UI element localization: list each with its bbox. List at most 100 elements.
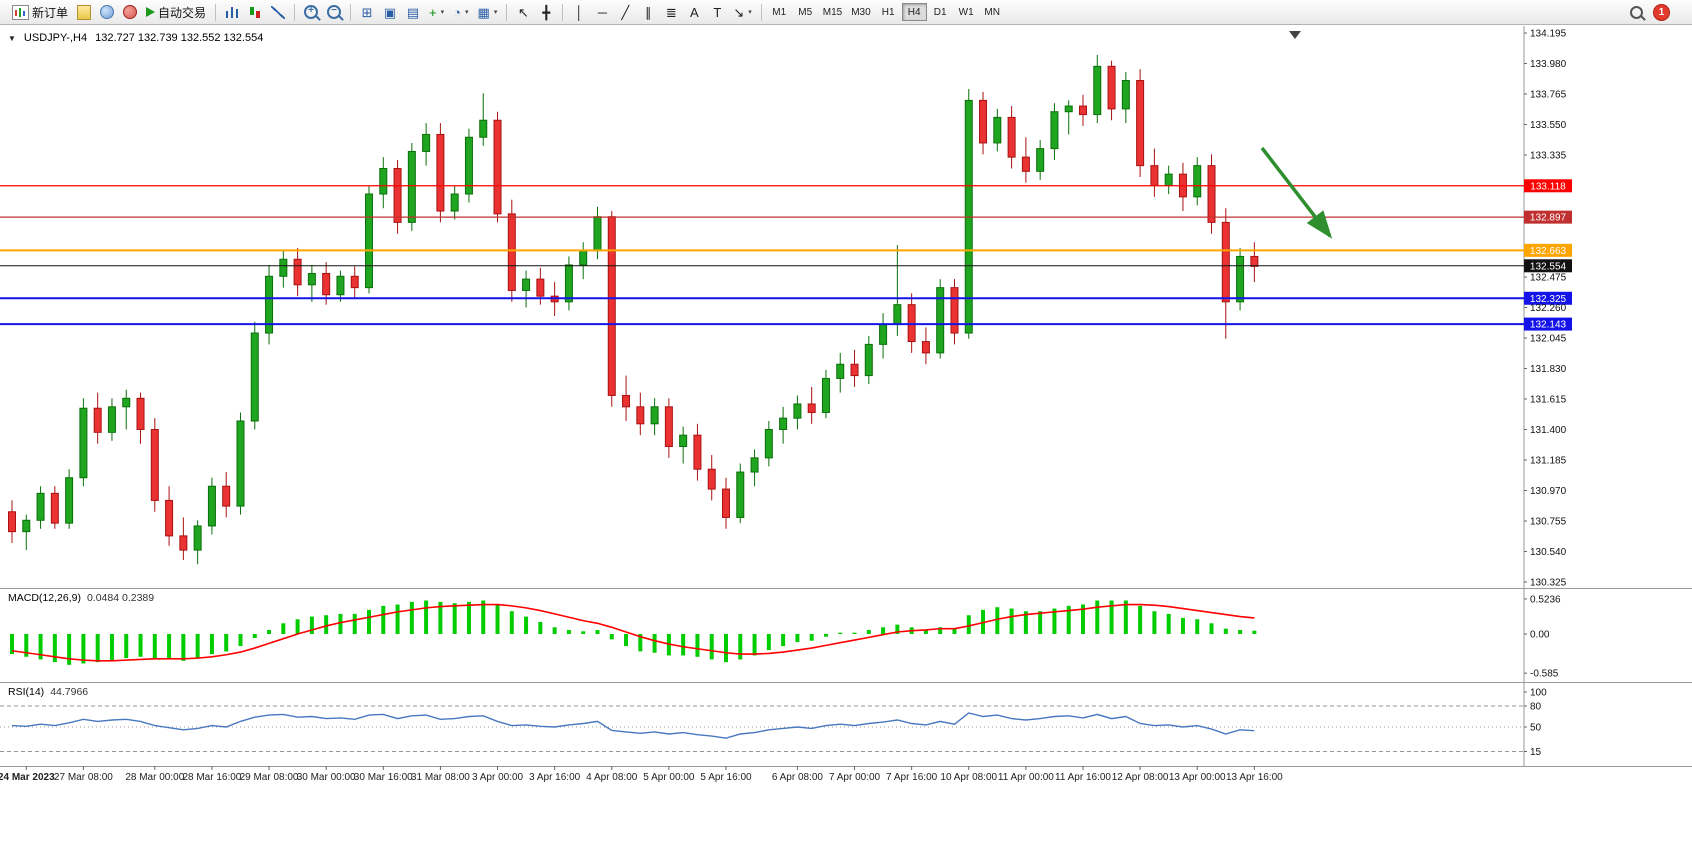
trendline-icon: ╱ xyxy=(621,4,630,20)
zoom-in-icon xyxy=(304,5,319,19)
vertical-line-icon: │ xyxy=(575,4,584,20)
channel-icon: ∥ xyxy=(645,4,652,20)
chart-ohlc-values: 132.727 132.739 132.552 132.554 xyxy=(95,32,264,44)
timeframe-w1-button[interactable]: W1 xyxy=(954,3,979,21)
price-badge xyxy=(1524,291,1572,305)
svg-text:131.830: 131.830 xyxy=(1530,364,1567,375)
chart-symbol-period: USDJPY-,H4 xyxy=(23,32,88,44)
toolbar-separator xyxy=(760,3,762,21)
arrow-tools-button[interactable]: ↘ ▾ xyxy=(729,2,755,23)
svg-text:131.185: 131.185 xyxy=(1530,456,1567,467)
text-label-icon: T xyxy=(713,4,722,20)
templates-button[interactable]: ▦ ▾ xyxy=(474,2,502,23)
timeframe-m5-button[interactable]: M5 xyxy=(793,3,818,21)
periods-button[interactable]: ◔ ▾ xyxy=(449,2,472,23)
dropdown-caret-icon: ▾ xyxy=(465,9,469,16)
toolbar-separator xyxy=(506,3,508,21)
cursor-button[interactable]: ↖ xyxy=(512,2,534,23)
rsi-name: RSI(14) xyxy=(8,686,45,698)
candlestick-chart-button[interactable] xyxy=(244,2,266,23)
svg-text:133.118: 133.118 xyxy=(1530,181,1566,192)
auto-trading-button[interactable]: 自动交易 xyxy=(142,2,210,23)
templates-icon: ▦ xyxy=(477,4,490,20)
line-chart-button[interactable] xyxy=(267,2,289,23)
price-badge xyxy=(1524,179,1572,193)
fibonacci-icon: ≣ xyxy=(665,4,677,20)
arrow-tools-icon: ↘ xyxy=(733,4,745,20)
cascade-windows-button[interactable]: ▣ xyxy=(379,2,401,23)
svg-text:100: 100 xyxy=(1530,688,1547,699)
rsi-indicator-label: RSI(14) 44.7966 xyxy=(8,686,88,698)
svg-text:133.765: 133.765 xyxy=(1530,90,1567,101)
dropdown-caret-icon: ▾ xyxy=(493,9,498,16)
svg-text:132.260: 132.260 xyxy=(1530,303,1567,314)
zoom-out-button[interactable] xyxy=(323,2,345,23)
new-order-button[interactable]: 新订单 xyxy=(8,2,72,23)
horizontal-line-button[interactable]: ─ xyxy=(591,2,613,23)
trendline-button[interactable]: ╱ xyxy=(614,2,636,23)
community-button[interactable] xyxy=(119,2,141,23)
timeframe-h1-button[interactable]: H1 xyxy=(876,3,901,21)
svg-text:11 Apr 16:00: 11 Apr 16:00 xyxy=(1055,772,1111,783)
symbol-dropdown-icon[interactable]: ▼ xyxy=(8,33,16,43)
text-label-button[interactable]: T xyxy=(706,2,728,23)
svg-text:131.615: 131.615 xyxy=(1530,395,1567,406)
timeframe-m15-button[interactable]: M15 xyxy=(819,3,846,21)
text-button[interactable]: A xyxy=(683,2,705,23)
timeframe-m30-button[interactable]: M30 xyxy=(847,3,874,21)
macd-name: MACD(12,26,9) xyxy=(8,592,81,604)
price-badge xyxy=(1524,317,1572,331)
rsi-line xyxy=(11,712,1255,739)
timeframe-h4-button[interactable]: H4 xyxy=(901,3,927,21)
svg-text:5 Apr 00:00: 5 Apr 00:00 xyxy=(643,772,695,783)
crosshair-icon: ╋ xyxy=(542,4,551,20)
periods-icon: ◔ xyxy=(453,4,461,20)
timeframe-mn-button[interactable]: MN xyxy=(980,3,1005,21)
channel-button[interactable]: ∥ xyxy=(637,2,659,23)
timeframe-m1-button[interactable]: M1 xyxy=(767,3,792,21)
arrange-windows-button[interactable]: ▤ xyxy=(402,2,424,23)
search-icon xyxy=(1629,5,1643,19)
macd-panel: 0.5236 0.00 -0.585 xyxy=(10,594,1561,680)
bar-chart-button[interactable] xyxy=(221,2,243,23)
price-badge xyxy=(1524,210,1572,224)
macd-indicator-label: MACD(12,26,9) 0.0484 0.2389 xyxy=(8,592,154,604)
svg-text:80: 80 xyxy=(1530,702,1542,713)
fibonacci-button[interactable]: ≣ xyxy=(660,2,682,23)
price-badge xyxy=(1524,259,1572,273)
auto-trading-label: 自动交易 xyxy=(158,5,207,20)
svg-text:3 Apr 16:00: 3 Apr 16:00 xyxy=(529,772,581,783)
svg-text:133.550: 133.550 xyxy=(1530,120,1567,131)
candles xyxy=(8,54,1259,565)
search-button[interactable] xyxy=(1625,2,1647,23)
timeframe-group: M1 M5 M15 M30 H1 H4 D1 W1 MN xyxy=(767,3,1005,21)
zoom-in-button[interactable] xyxy=(300,2,322,23)
profile-button[interactable] xyxy=(96,2,118,23)
chart-canvas[interactable]: 133.118 132.897 132.663 132.554 132.325 132.1… xyxy=(0,26,1692,851)
timeframe-d1-button[interactable]: D1 xyxy=(928,3,953,21)
svg-text:7 Apr 00:00: 7 Apr 00:00 xyxy=(829,772,881,783)
svg-text:132.554: 132.554 xyxy=(1530,261,1567,272)
rsi-panel: 100 80 50 15 xyxy=(0,688,1547,758)
svg-text:131.400: 131.400 xyxy=(1530,425,1567,436)
chart-title-bar: ▼ USDJPY-,H4 132.727 132.739 132.552 132… xyxy=(8,32,263,44)
chart-window[interactable]: 133.118 132.897 132.663 132.554 132.325 132.1… xyxy=(0,26,1692,851)
vertical-line-button[interactable]: │ xyxy=(568,2,590,23)
svg-text:15: 15 xyxy=(1530,747,1542,758)
community-icon xyxy=(123,5,138,19)
chart-document-icon xyxy=(77,4,92,20)
svg-text:-0.585: -0.585 xyxy=(1530,669,1559,680)
chart-document-button[interactable] xyxy=(73,2,95,23)
trend-arrow[interactable] xyxy=(1260,146,1333,239)
horizontal-lines[interactable]: 133.118 132.897 132.663 132.554 132.325 132.1… xyxy=(0,179,1572,331)
svg-text:133.335: 133.335 xyxy=(1530,151,1567,162)
notification-badge[interactable]: 1 xyxy=(1653,3,1670,21)
crosshair-button[interactable]: ╋ xyxy=(535,2,557,23)
svg-text:4 Apr 08:00: 4 Apr 08:00 xyxy=(586,772,638,783)
indicators-button[interactable]: + ▾ xyxy=(425,2,448,23)
svg-text:134.195: 134.195 xyxy=(1530,29,1567,40)
rsi-value: 44.7966 xyxy=(50,686,89,698)
tile-windows-button[interactable]: ⊞ xyxy=(356,2,378,23)
